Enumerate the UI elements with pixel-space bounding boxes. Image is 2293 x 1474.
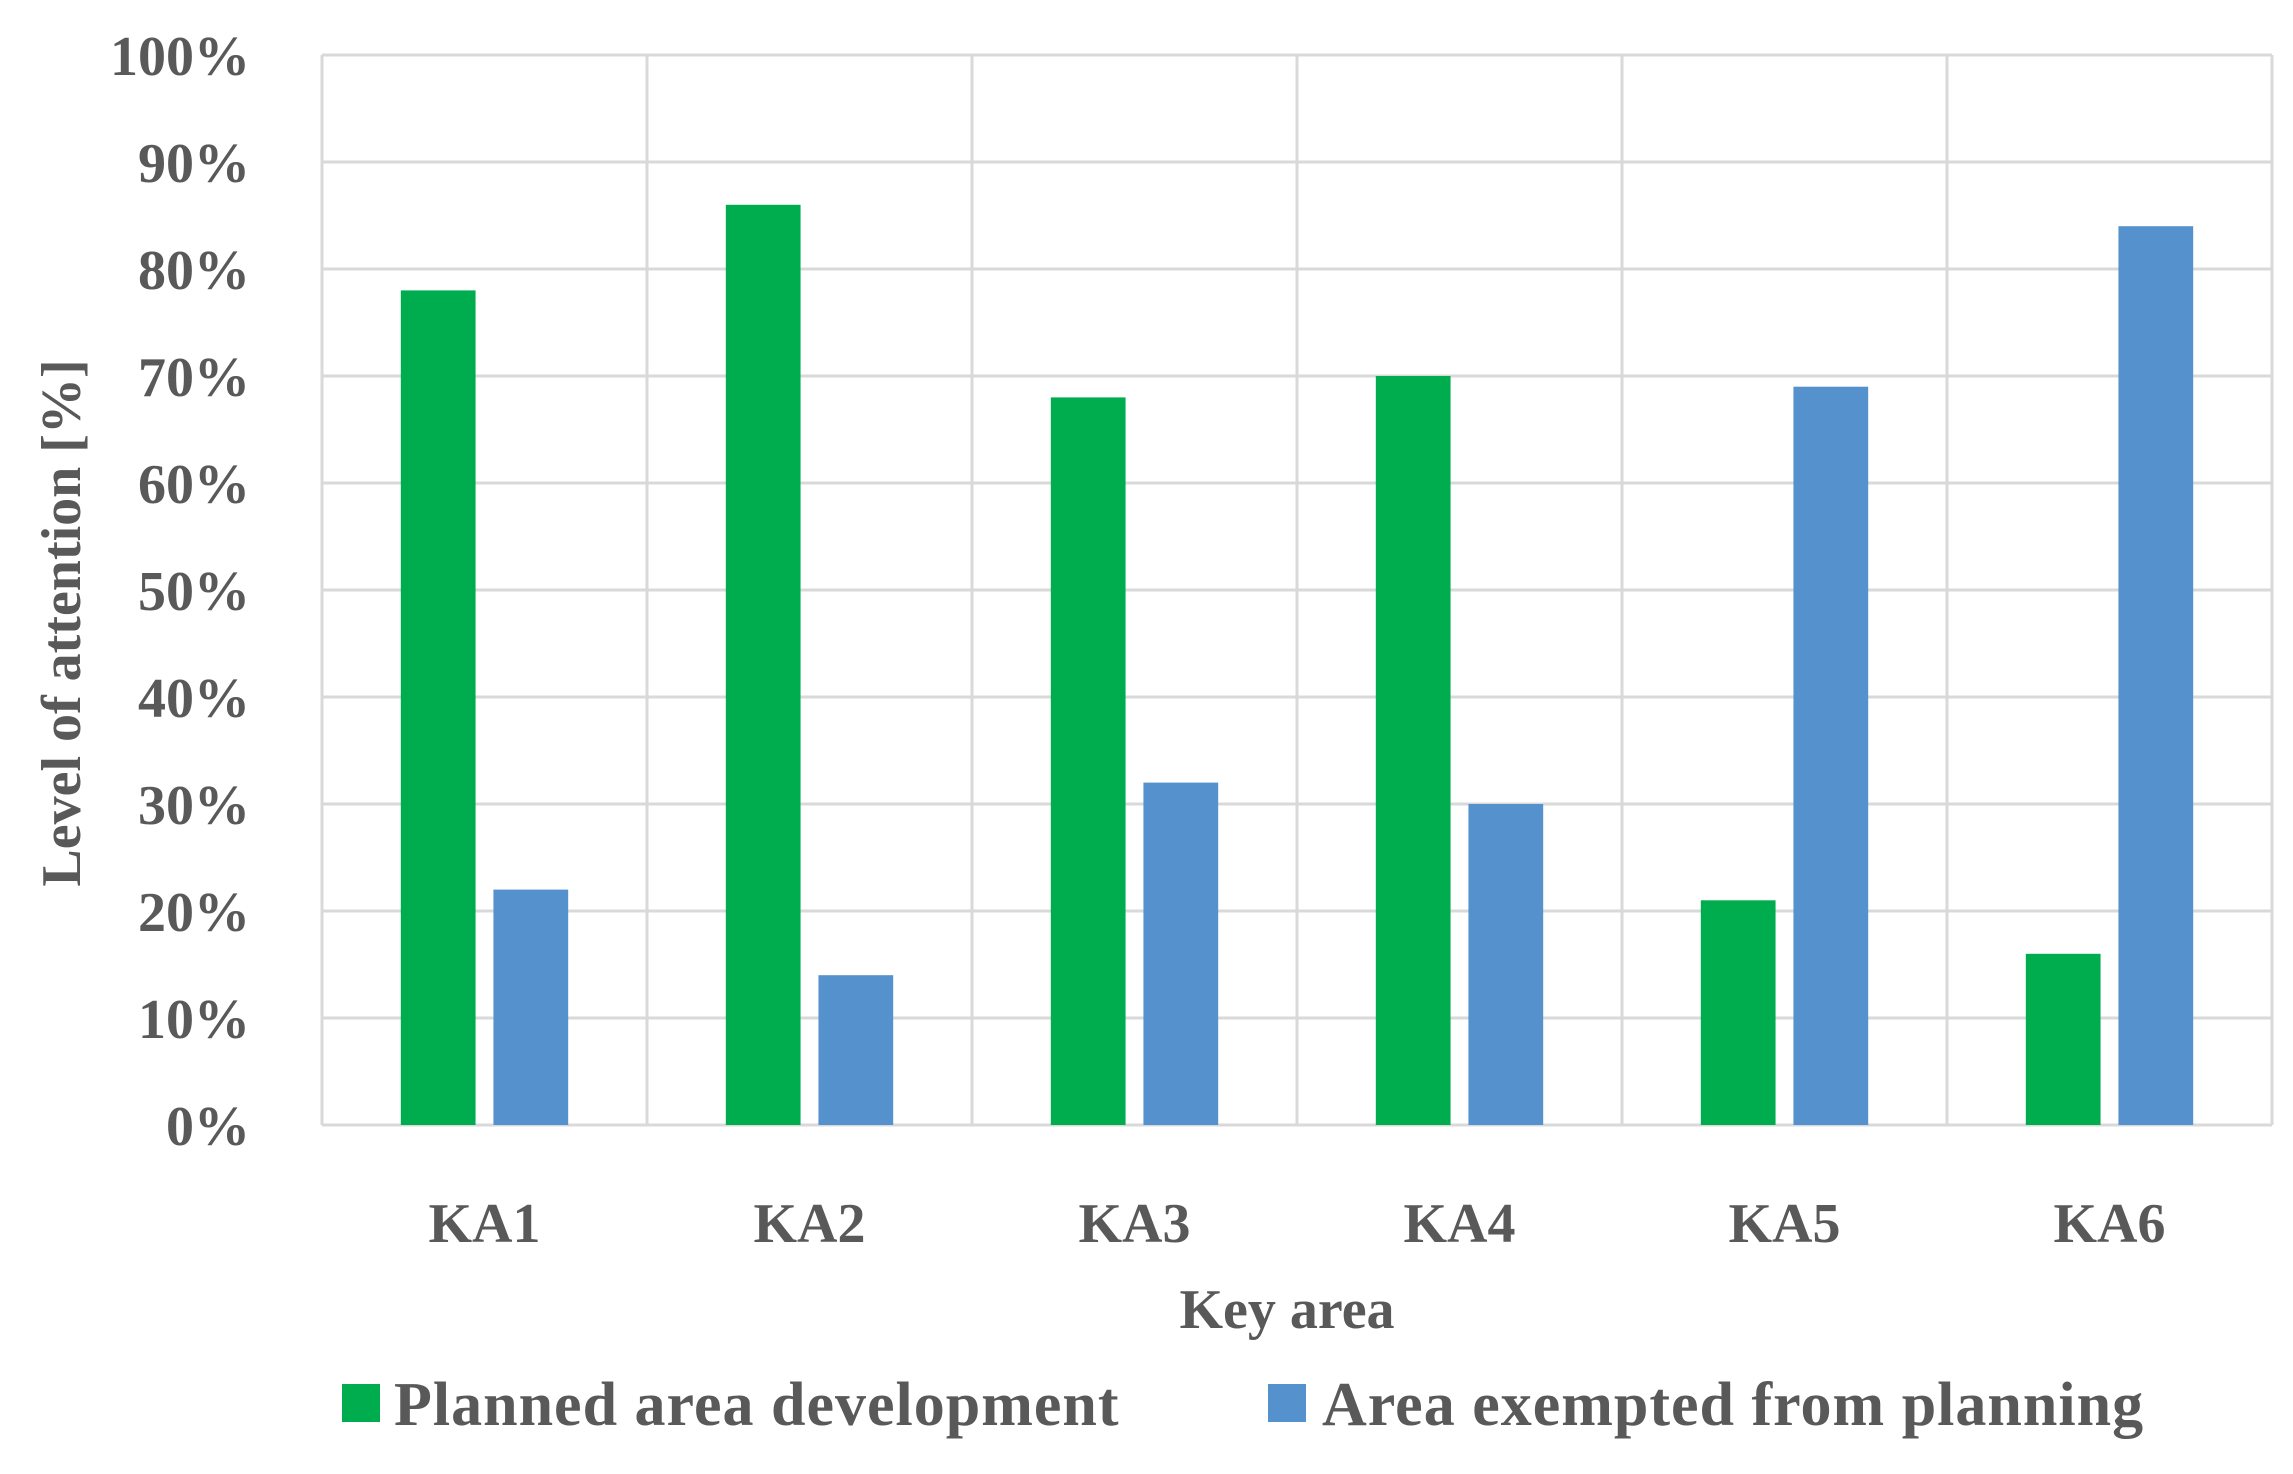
y-axis-title: Level of attention [%] xyxy=(31,359,93,886)
legend-label-planned: Planned area development xyxy=(394,1371,1120,1439)
x-axis-title: Key area xyxy=(1179,1279,1394,1341)
bar-planned-ka5 xyxy=(1700,900,1776,1125)
bar-planned-ka1 xyxy=(400,290,476,1125)
y-tick-label: 100% xyxy=(110,26,250,88)
y-tick-label: 0% xyxy=(166,1096,250,1158)
bar-exempted-ka4 xyxy=(1468,804,1544,1125)
x-tick-label: KA5 xyxy=(1729,1193,1841,1255)
legend: Planned area development Area exempted fr… xyxy=(342,1371,2144,1439)
bar-planned-ka2 xyxy=(725,204,801,1126)
bar-planned-ka4 xyxy=(1375,376,1451,1125)
legend-swatch-exempted xyxy=(1268,1384,1306,1422)
legend-swatch-planned xyxy=(342,1384,380,1422)
y-tick-labels: 0% 10% 20% 30% 40% 50% 60% 70% 80% 90% 100% xyxy=(110,26,250,1158)
y-tick-label: 30% xyxy=(138,775,250,837)
x-tick-label: KA4 xyxy=(1404,1193,1516,1255)
bar-exempted-ka6 xyxy=(2118,226,2194,1125)
bar-planned-ka6 xyxy=(2025,953,2101,1125)
y-tick-label: 90% xyxy=(138,133,250,195)
x-tick-label: KA3 xyxy=(1079,1193,1191,1255)
bars xyxy=(400,204,2194,1126)
y-tick-label: 80% xyxy=(138,240,250,302)
y-tick-label: 70% xyxy=(138,347,250,409)
bar-exempted-ka1 xyxy=(493,889,569,1125)
x-tick-labels: KA1 KA2 KA3 KA4 KA5 KA6 xyxy=(429,1193,2166,1255)
x-tick-label: KA1 xyxy=(429,1193,541,1255)
gridlines xyxy=(320,53,2274,1127)
y-tick-label: 20% xyxy=(138,882,250,944)
y-tick-label: 10% xyxy=(138,989,250,1051)
y-tick-label: 60% xyxy=(138,454,250,516)
bar-exempted-ka2 xyxy=(818,975,894,1125)
y-tick-label: 50% xyxy=(138,561,250,623)
y-tick-label: 40% xyxy=(138,668,250,730)
bar-exempted-ka3 xyxy=(1143,782,1219,1125)
legend-label-exempted: Area exempted from planning xyxy=(1322,1371,2144,1439)
bar-exempted-ka5 xyxy=(1793,386,1869,1125)
bar-planned-ka3 xyxy=(1050,397,1126,1125)
x-tick-label: KA6 xyxy=(2054,1193,2166,1255)
x-tick-label: KA2 xyxy=(754,1193,866,1255)
